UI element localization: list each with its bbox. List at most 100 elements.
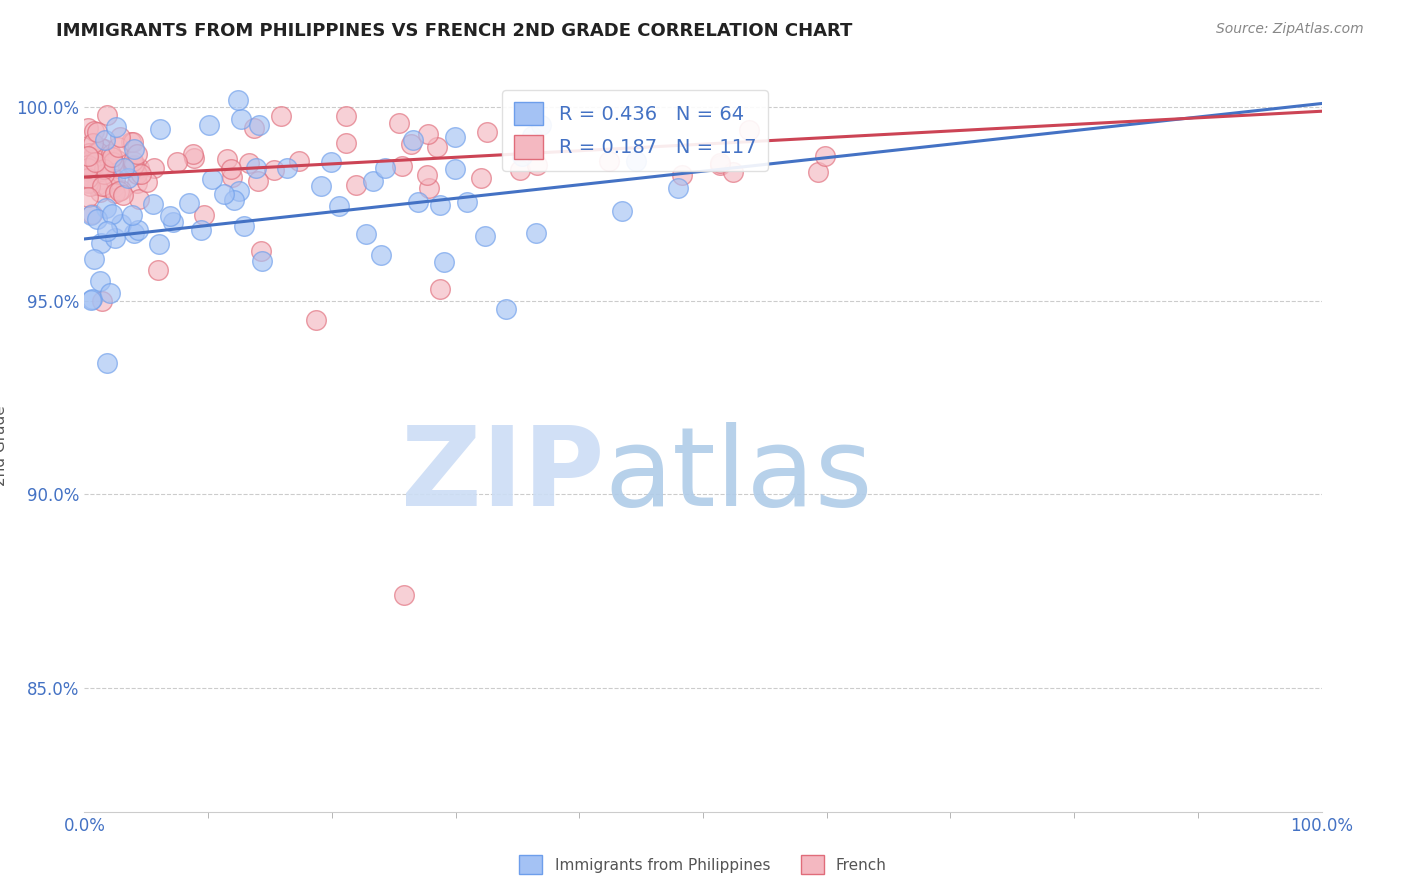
Point [101,155,124,169]
Point [94,201,117,215]
Point [77,176,100,190]
Point [121,208,143,222]
Point [77,170,100,185]
Point [166,154,188,169]
Point [90,162,112,177]
Point [79,153,101,168]
Y-axis label: 2nd Grade: 2nd Grade [0,406,8,486]
Point [201,171,224,186]
Point [737,123,759,137]
Point [98,286,121,301]
Point [122,160,145,174]
Point [122,158,145,172]
Point [229,112,252,126]
Point [90,235,112,250]
Point [79,168,101,182]
Point [456,194,478,209]
Text: ZIP: ZIP [401,422,605,529]
Point [250,244,273,258]
Point [87,153,110,168]
Text: Source: ZipAtlas.com: Source: ZipAtlas.com [1216,22,1364,37]
Point [77,120,100,135]
Point [79,173,101,187]
Point [709,156,731,170]
Text: atlas: atlas [605,422,873,529]
Point [443,161,465,176]
Point [89,274,111,288]
Point [474,229,496,244]
Point [143,161,166,175]
Point [148,236,170,251]
Point [530,119,553,133]
Point [238,155,260,169]
Point [415,168,437,182]
Point [221,169,243,184]
Point [86,212,108,227]
Point [90,178,112,193]
Point [429,282,451,296]
Point [443,130,465,145]
Point [87,145,110,159]
Point [127,222,149,236]
Point [77,190,100,204]
Point [96,356,118,370]
Point [82,137,104,152]
Point [671,168,693,182]
Point [190,222,212,236]
Point [86,178,108,192]
Point [80,151,103,165]
Point [77,149,100,163]
Point [418,181,440,195]
Point [104,120,127,134]
Point [510,148,533,162]
Point [526,158,548,172]
Point [93,162,115,177]
Point [335,109,357,123]
Point [89,185,111,199]
Point [84,155,107,169]
Point [470,170,492,185]
Point [402,132,425,146]
Point [321,155,343,169]
Point [263,163,285,178]
Point [112,188,135,202]
Point [127,177,149,191]
Point [128,192,150,206]
Point [96,179,118,194]
Point [287,154,309,169]
Point [83,153,105,167]
Point [94,133,117,147]
Point [807,165,830,179]
Point [146,263,169,277]
Point [105,153,128,167]
Point [433,255,456,269]
Point [429,198,451,212]
Point [129,167,152,181]
Point [128,161,150,176]
Point [108,185,131,199]
Point [125,146,148,161]
Point [219,161,242,176]
Point [626,154,648,169]
Point [183,146,205,161]
Point [198,118,221,132]
Point [90,164,112,178]
Point [328,199,350,213]
Point [721,165,744,179]
Point [90,141,112,155]
Text: IMMIGRANTS FROM PHILIPPINES VS FRENCH 2ND GRADE CORRELATION CHART: IMMIGRANTS FROM PHILIPPINES VS FRENCH 2N… [56,22,852,40]
Point [361,174,384,188]
Point [224,194,246,208]
Point [77,163,100,178]
Point [112,161,135,175]
Point [335,136,357,151]
Point [96,108,118,122]
Point [82,136,104,151]
Point [100,147,122,161]
Point [83,158,105,172]
Point [110,183,132,197]
Point [344,178,367,192]
Point [392,588,415,602]
Point [135,175,157,189]
Point [124,227,146,241]
